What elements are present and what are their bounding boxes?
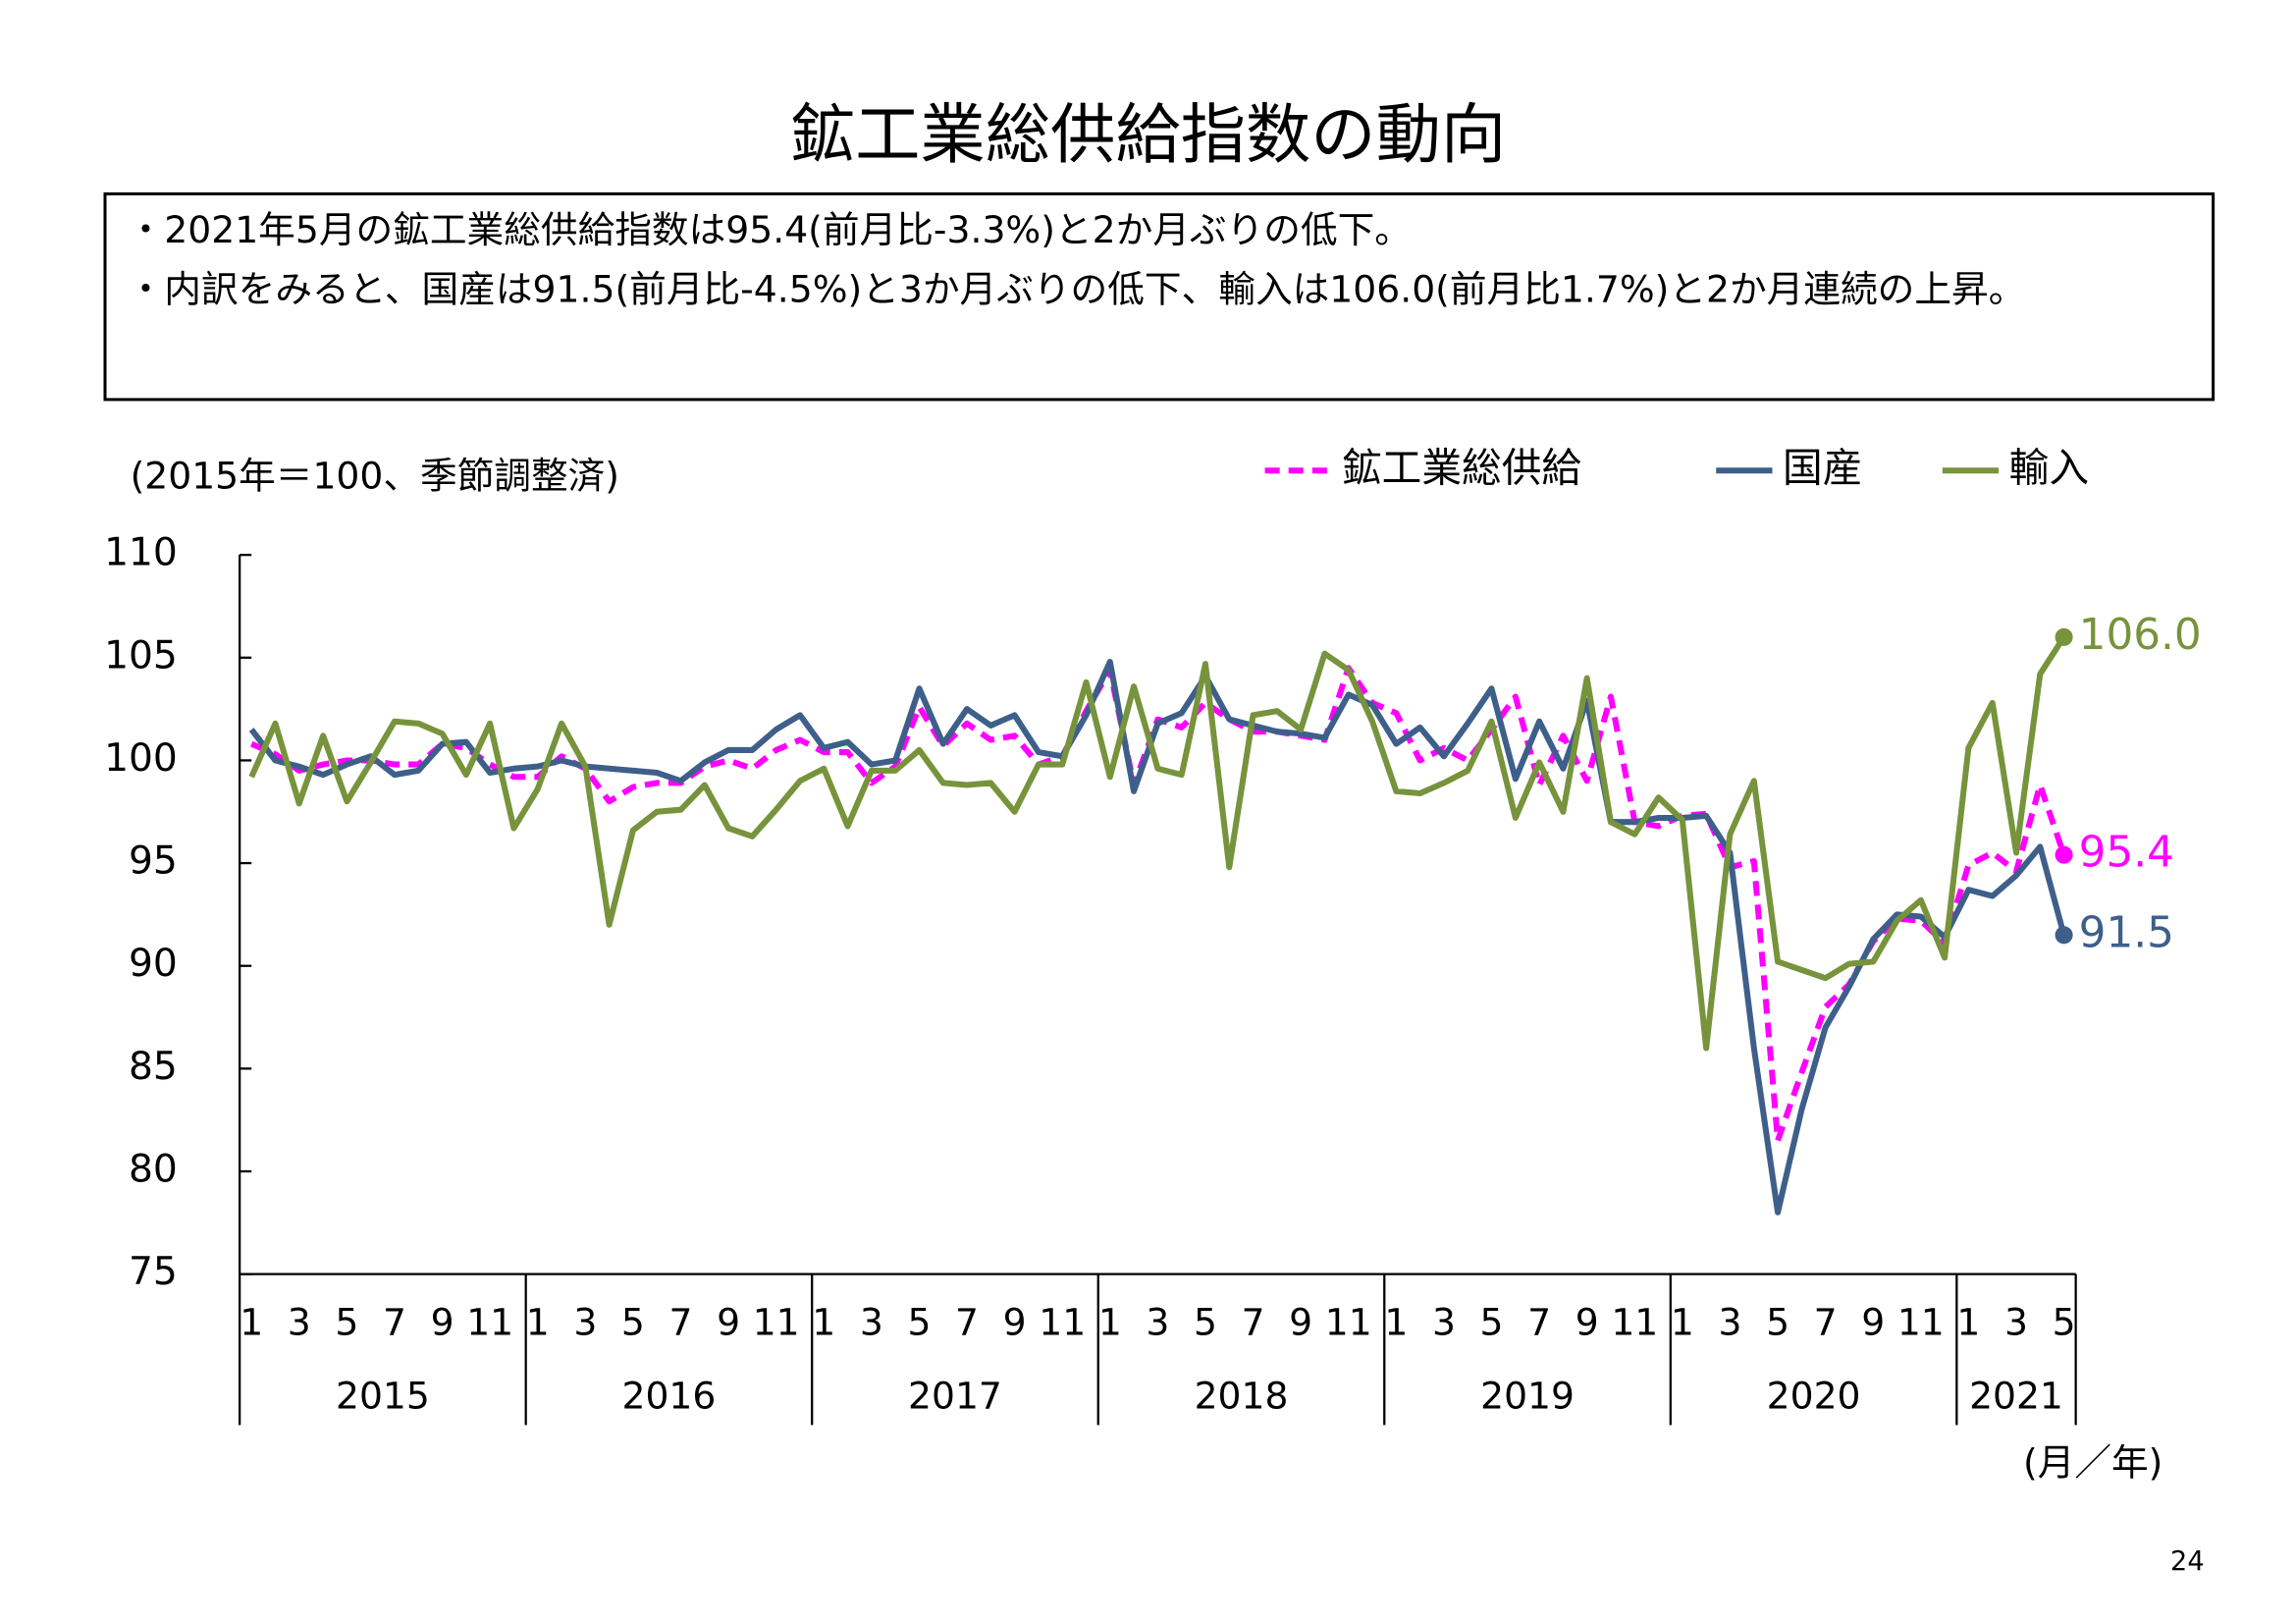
x-tick-label: 5 xyxy=(2053,1300,2076,1343)
x-tick-label: 1 xyxy=(1671,1300,1694,1343)
x-tick-label: 5 xyxy=(1766,1300,1789,1343)
y-tick-label: 95 xyxy=(129,839,178,884)
year-label: 2016 xyxy=(622,1375,717,1418)
x-tick-label: 3 xyxy=(573,1300,597,1343)
x-tick-label: 7 xyxy=(1527,1300,1551,1343)
x-tick-label: 1 xyxy=(526,1300,550,1343)
year-label: 2019 xyxy=(1480,1375,1575,1418)
end-marker xyxy=(2055,845,2073,864)
end-label: 95.4 xyxy=(2079,828,2174,878)
x-tick-label: 9 xyxy=(717,1300,740,1343)
x-tick-label: 9 xyxy=(431,1300,454,1343)
x-tick-label: 9 xyxy=(1575,1300,1599,1343)
x-tick-label: 11 xyxy=(1039,1300,1086,1343)
x-unit-label: (月／年) xyxy=(2023,1441,2163,1485)
note: ・内訳をみると、国産は91.5(前月比-4.5%)と3か月ぶりの低下、輸入は10… xyxy=(127,267,2026,311)
end-label: 91.5 xyxy=(2079,907,2174,957)
y-tick-label: 85 xyxy=(129,1045,178,1089)
x-tick-label: 7 xyxy=(1242,1300,1265,1343)
page-number: 24 xyxy=(2170,1545,2205,1578)
x-tick-label: 3 xyxy=(1718,1300,1741,1343)
x-tick-label: 3 xyxy=(1146,1300,1169,1343)
x-tick-label: 1 xyxy=(1098,1300,1122,1343)
x-tick-label: 11 xyxy=(1897,1300,1945,1343)
summary-box: ・2021年5月の鉱工業総供給指数は95.4(前月比-3.3%)と2か月ぶりの低… xyxy=(103,191,2216,402)
legend-label: 輸入 xyxy=(2009,444,2089,491)
year-label: 2017 xyxy=(908,1375,1002,1418)
x-tick-label: 3 xyxy=(2004,1300,2028,1343)
x-tick-label: 7 xyxy=(955,1300,979,1343)
y-tick-label: 80 xyxy=(129,1147,178,1191)
x-tick-label: 11 xyxy=(1611,1300,1658,1343)
y-tick-label: 100 xyxy=(104,736,178,781)
x-tick-label: 5 xyxy=(1480,1300,1504,1343)
year-label: 2015 xyxy=(336,1375,430,1418)
x-tick-label: 3 xyxy=(288,1300,311,1343)
x-tick-label: 1 xyxy=(1956,1300,1980,1343)
end-label: 106.0 xyxy=(2079,610,2202,660)
x-tick-label: 1 xyxy=(240,1300,263,1343)
y-unit-label: (2015年＝100、季節調整済) xyxy=(131,454,619,497)
x-tick-label: 1 xyxy=(1384,1300,1408,1343)
series-line xyxy=(250,665,2067,1144)
x-tick-label: 3 xyxy=(860,1300,883,1343)
end-marker xyxy=(2055,926,2073,945)
legend-label: 鉱工業総供給 xyxy=(1342,444,1581,491)
x-tick-label: 9 xyxy=(1861,1300,1885,1343)
x-tick-label: 5 xyxy=(907,1300,931,1343)
x-tick-label: 9 xyxy=(1003,1300,1027,1343)
legend-label: 国産 xyxy=(1783,444,1862,491)
x-tick-label: 7 xyxy=(669,1300,693,1343)
y-tick-label: 90 xyxy=(129,942,178,986)
year-label: 2021 xyxy=(1969,1375,2063,1418)
x-tick-label: 11 xyxy=(753,1300,800,1343)
x-tick-label: 1 xyxy=(812,1300,835,1343)
series-line xyxy=(248,635,2067,1052)
x-tick-label: 11 xyxy=(1325,1300,1372,1343)
series-line xyxy=(248,658,2067,1216)
y-tick-label: 110 xyxy=(104,531,178,575)
x-tick-label: 11 xyxy=(466,1300,513,1343)
x-tick-label: 5 xyxy=(621,1300,645,1343)
x-tick-label: 7 xyxy=(383,1300,406,1343)
year-label: 2020 xyxy=(1767,1375,1861,1418)
x-tick-label: 5 xyxy=(335,1300,358,1343)
x-tick-label: 9 xyxy=(1289,1300,1312,1343)
x-tick-label: 3 xyxy=(1432,1300,1456,1343)
y-tick-label: 75 xyxy=(129,1250,178,1294)
y-tick-label: 105 xyxy=(104,633,178,677)
end-marker xyxy=(2055,627,2073,646)
note: ・2021年5月の鉱工業総供給指数は95.4(前月比-3.3%)と2か月ぶりの低… xyxy=(127,208,1413,252)
x-tick-label: 5 xyxy=(1194,1300,1217,1343)
page-title: 鉱工業総供給指数の動向 xyxy=(789,97,1507,174)
x-tick-label: 7 xyxy=(1814,1300,1838,1343)
year-label: 2018 xyxy=(1195,1375,1289,1418)
